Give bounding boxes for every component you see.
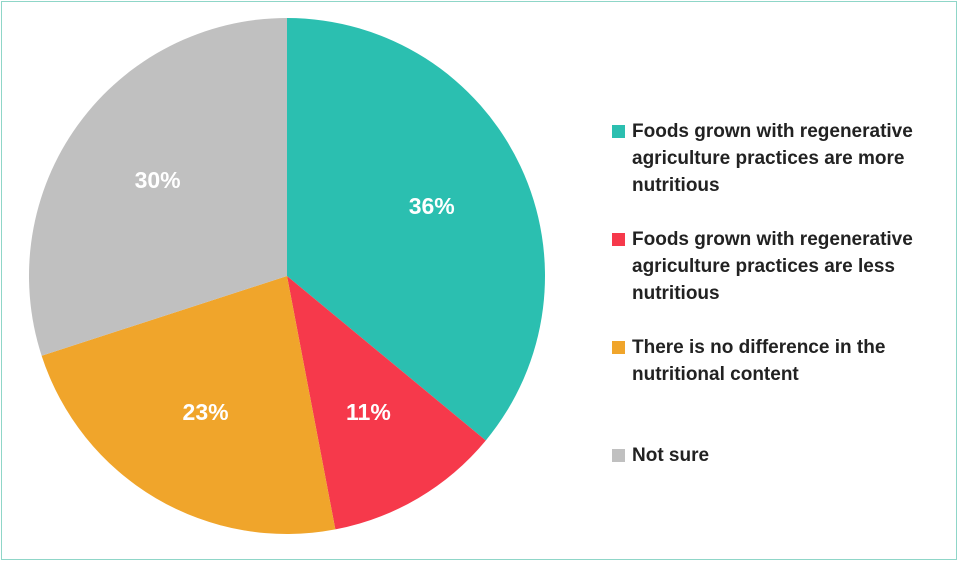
legend-swatch — [612, 449, 625, 462]
legend-swatch — [612, 233, 625, 246]
pie-labels: 36% 11% 23% 30% — [135, 167, 455, 425]
legend-item-no-difference: There is no difference in the nutritiona… — [612, 334, 942, 388]
legend-item-less-nutritious: Foods grown with regenerative agricultur… — [612, 226, 942, 307]
slice-value-label: 11% — [346, 399, 391, 425]
legend-label: Not sure — [632, 445, 710, 466]
slice-value-label: 36% — [409, 193, 455, 219]
legend-item-more-nutritious: Foods grown with regenerative agricultur… — [612, 118, 942, 199]
pie-slice-no-difference — [41, 276, 336, 534]
legend-label: There is no difference in the nutritiona… — [632, 337, 886, 385]
legend-label: Foods grown with regenerative agricultur… — [632, 229, 913, 304]
legend-item-not-sure: Not sure — [612, 442, 942, 469]
legend-swatch — [612, 341, 625, 354]
slice-value-label: 30% — [135, 167, 181, 193]
pie-slice-not-sure — [28, 18, 288, 356]
legend-label: Foods grown with regenerative agricultur… — [632, 121, 913, 196]
pie-slices — [28, 18, 545, 534]
pie-slice-less-nutritious — [287, 276, 486, 530]
slice-value-label: 23% — [183, 399, 229, 425]
pie-slice-more-nutritious — [287, 18, 545, 441]
legend: Foods grown with regenerative agricultur… — [612, 118, 942, 469]
legend-swatch — [612, 125, 625, 138]
